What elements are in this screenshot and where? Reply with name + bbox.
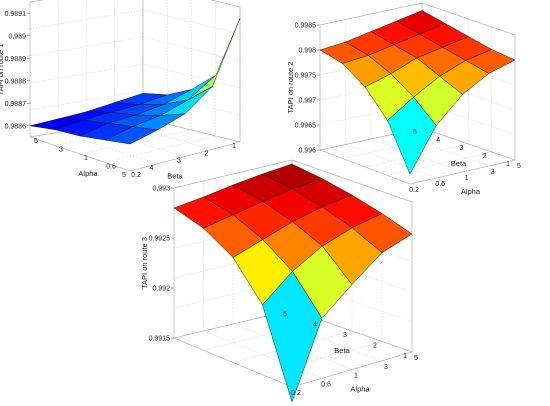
alpha-tick-label: 5	[34, 138, 38, 145]
z-tick-label: 0.996	[298, 148, 316, 155]
z-tick-label: 0.9886	[5, 123, 27, 130]
beta-tick-label: 5	[122, 172, 126, 179]
beta-tick-label: 1	[232, 143, 236, 150]
alpha-tick-label: 0.6	[435, 181, 445, 188]
beta-tick-label: 3	[343, 332, 347, 339]
z-tick-label: 0.9889	[5, 56, 27, 63]
surface	[319, 10, 516, 175]
alpha-axis: 0.2 0.6 1 3 5 Alpha	[409, 163, 521, 196]
beta-axis: 1 2 3 4 5 Beta	[122, 143, 236, 181]
alpha-axis-label: Alpha	[461, 187, 481, 196]
z-tick-label: 0.9888	[5, 78, 27, 85]
z-tick-label: 0.9925	[149, 236, 171, 243]
z-tick-label: 0.993	[152, 186, 170, 193]
alpha-tick-label: 0.2	[291, 390, 301, 397]
z-axis-label: TAPI on route 2	[286, 62, 295, 114]
alpha-tick-label: 3	[59, 147, 63, 154]
alpha-tick-label: 0.6	[106, 164, 116, 171]
alpha-tick-label: 5	[517, 163, 521, 170]
alpha-tick-label: 1	[84, 155, 88, 162]
beta-tick-label: 1	[506, 161, 510, 168]
alpha-axis: 0.2 0.6 1 3 5 Alpha	[291, 355, 418, 397]
z-tick-label: 0.9985	[295, 23, 317, 30]
alpha-tick-label: 5	[414, 355, 418, 362]
z-tick-label: 0.9891	[5, 11, 27, 18]
beta-tick-label: 4	[436, 137, 440, 144]
beta-tick-label: 1	[403, 353, 407, 360]
surface	[29, 18, 241, 145]
z-axis: 0.996 0.9965 0.997 0.9975 0.998 0.9985 TAPI on…	[286, 23, 320, 155]
beta-axis-label: Beta	[334, 346, 350, 355]
alpha-tick-label: 1	[354, 373, 358, 380]
beta-tick-label: 5	[283, 311, 287, 318]
beta-tick-label: 3	[460, 145, 464, 152]
surface-facet-a0-b3	[104, 126, 159, 145]
z-tick-label: 0.997	[298, 98, 316, 105]
alpha-tick-label: 0.2	[409, 187, 419, 194]
axes-box	[29, 0, 241, 172]
alpha-axis-label: Alpha	[350, 385, 370, 394]
beta-tick-label: 3	[177, 158, 181, 165]
beta-axis-label: Beta	[451, 159, 467, 168]
beta-tick-label: 2	[373, 343, 377, 350]
surface-plot-route-3: 0.9915 0.992 0.9925 0.993 TAPI on route 3 0.2…	[140, 159, 418, 403]
beta-tick-label: 2	[483, 153, 487, 160]
surface-facet-a0-b0	[262, 271, 323, 403]
beta-axis-label: Beta	[167, 172, 183, 181]
z-axis: 0.9886 0.9887 0.9888 0.9889 0.989 0.9891 TAPI …	[0, 11, 30, 130]
z-axis-label: TAPI on route 1	[0, 44, 5, 96]
z-tick-label: 0.989	[8, 33, 26, 40]
beta-axis: 1 2 3 4 5 Beta	[413, 129, 510, 168]
z-tick-label: 0.998	[298, 48, 316, 55]
beta-tick-label: 4	[150, 165, 154, 172]
alpha-tick-label: 3	[491, 169, 495, 176]
alpha-tick-label: 1	[465, 175, 469, 182]
beta-axis: 1 2 3 4 5 Beta	[283, 311, 407, 360]
alpha-tick-label: 3	[384, 364, 388, 371]
surface-plot-route-2: 0.996 0.9965 0.997 0.9975 0.998 0.9985 TAPI on…	[286, 2, 521, 196]
alpha-tick-label: 0.6	[321, 381, 331, 388]
z-tick-label: 0.9965	[295, 123, 317, 130]
z-tick-label: 0.992	[152, 286, 170, 293]
surface-facet-a0-b0	[387, 96, 437, 175]
alpha-tick-label: 0.2	[131, 172, 141, 179]
surface	[173, 163, 413, 403]
beta-tick-label: 2	[205, 150, 209, 157]
beta-tick-label: 4	[313, 322, 317, 329]
alpha-axis-label: Alpha	[78, 169, 98, 178]
z-tick-label: 0.9975	[295, 73, 317, 80]
z-axis-label: TAPI on route 3	[140, 237, 149, 289]
beta-tick-label: 5	[413, 129, 417, 136]
alpha-axis: 0.2 0.6 1 3 5 Alpha	[34, 138, 141, 179]
z-axis: 0.9915 0.992 0.9925 0.993 TAPI on route 3	[140, 186, 174, 343]
surface-plot-route-1: 0.9886 0.9887 0.9888 0.9889 0.989 0.9891 TAPI …	[0, 0, 241, 181]
z-tick-label: 0.9915	[149, 336, 171, 343]
z-tick-label: 0.9887	[5, 101, 27, 108]
